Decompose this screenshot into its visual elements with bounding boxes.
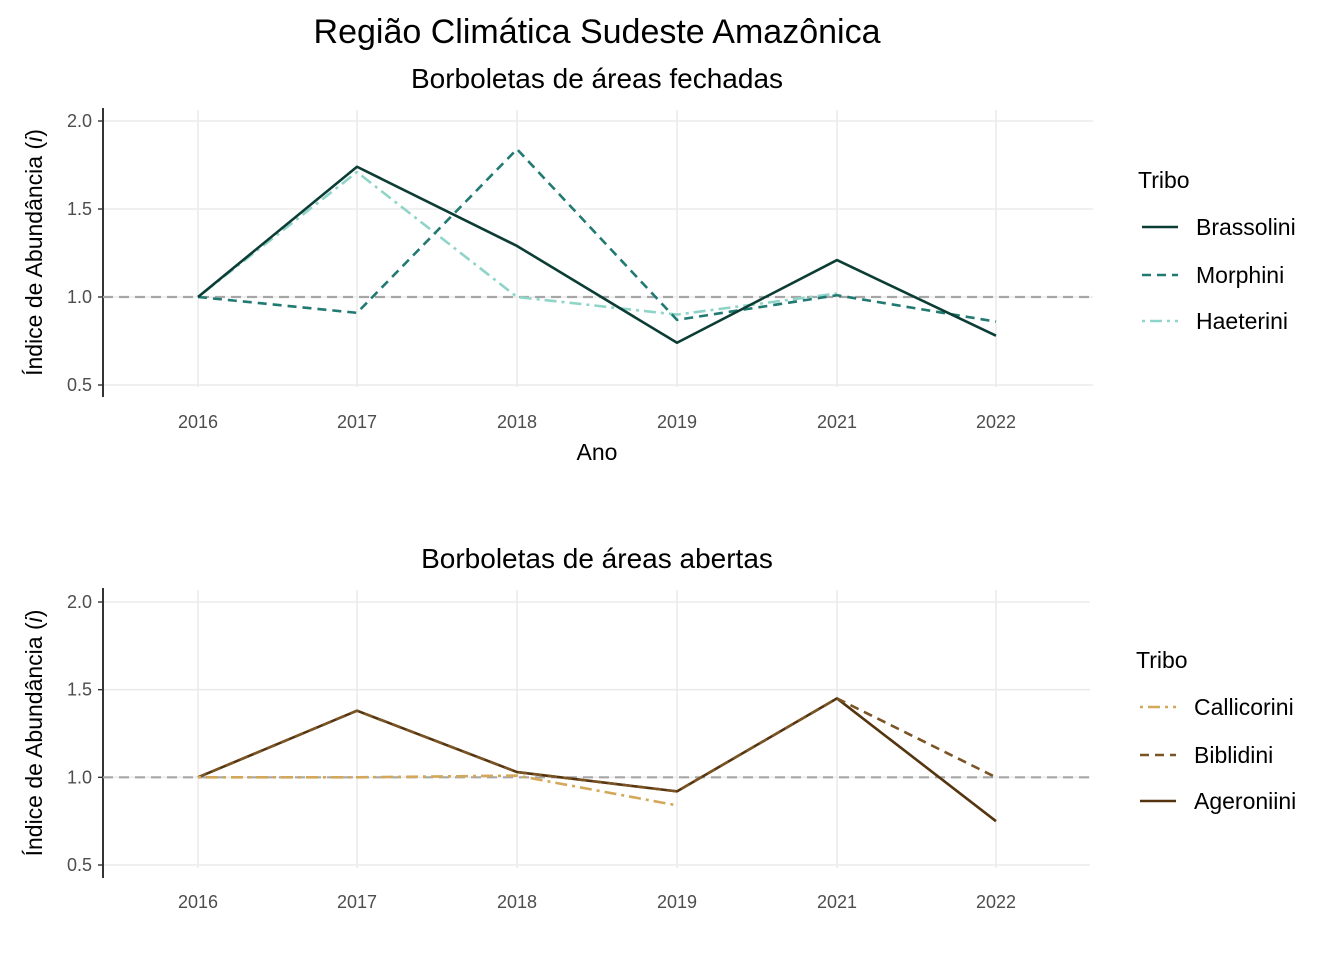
x-tick-label: 2016 <box>178 892 218 912</box>
legend-label: Brassolini <box>1196 214 1296 240</box>
legend-label: Biblidini <box>1194 742 1273 768</box>
x-tick-label: 2022 <box>976 412 1016 432</box>
legend-label: Haeterini <box>1196 308 1288 334</box>
series-line-callicorini <box>198 774 678 807</box>
legend-label: Callicorini <box>1194 694 1294 720</box>
series-line-biblidini <box>197 697 997 793</box>
y-axis-title: Índice de Abundância (i) <box>21 129 47 376</box>
y-tick-label: 1.0 <box>67 287 92 307</box>
legend-label: Ageroniini <box>1194 788 1296 814</box>
x-tick-label: 2021 <box>817 892 857 912</box>
x-tick-label: 2019 <box>657 892 697 912</box>
x-tick-label: 2021 <box>817 412 857 432</box>
legend-label: Morphini <box>1196 262 1284 288</box>
panel-subtitle: Borboletas de áreas fechadas <box>411 63 783 94</box>
y-axis-title: Índice de Abundância (i) <box>21 610 47 857</box>
series-line-haeterini <box>197 170 838 316</box>
chart-panels: Borboletas de áreas fechadas 0.5 1.0 1.5 2.0… <box>21 63 1296 912</box>
y-tick-label: 0.5 <box>67 855 92 875</box>
y-tick-label: 1.5 <box>67 199 92 219</box>
x-tick-label: 2019 <box>657 412 697 432</box>
y-tick-label: 0.5 <box>67 375 92 395</box>
chart-panel-2: Borboletas de áreas abertas 0.5 1.0 1.5 2.0 2… <box>21 543 1296 912</box>
main-title: Região Climática Sudeste Amazônica <box>314 13 881 51</box>
panel-subtitle: Borboletas de áreas abertas <box>421 543 773 574</box>
series-line-ageroniini <box>197 697 997 823</box>
y-tick-label: 1.0 <box>67 767 92 787</box>
y-tick-label: 2.0 <box>67 111 92 131</box>
x-tick-label: 2017 <box>337 412 377 432</box>
legend-title: Tribo <box>1136 647 1188 673</box>
y-tick-label: 1.5 <box>67 680 92 700</box>
y-tick-label: 2.0 <box>67 592 92 612</box>
legend-title: Tribo <box>1138 167 1190 193</box>
x-tick-label: 2018 <box>497 412 537 432</box>
x-tick-label: 2016 <box>178 412 218 432</box>
x-tick-label: 2018 <box>497 892 537 912</box>
x-tick-label: 2017 <box>337 892 377 912</box>
series-line-morphini <box>197 147 997 323</box>
series-line-brassolini <box>197 165 997 345</box>
x-tick-label: 2022 <box>976 892 1016 912</box>
x-axis-title: Ano <box>577 439 618 465</box>
chart-panel-1: Borboletas de áreas fechadas 0.5 1.0 1.5 2.0… <box>21 63 1296 465</box>
